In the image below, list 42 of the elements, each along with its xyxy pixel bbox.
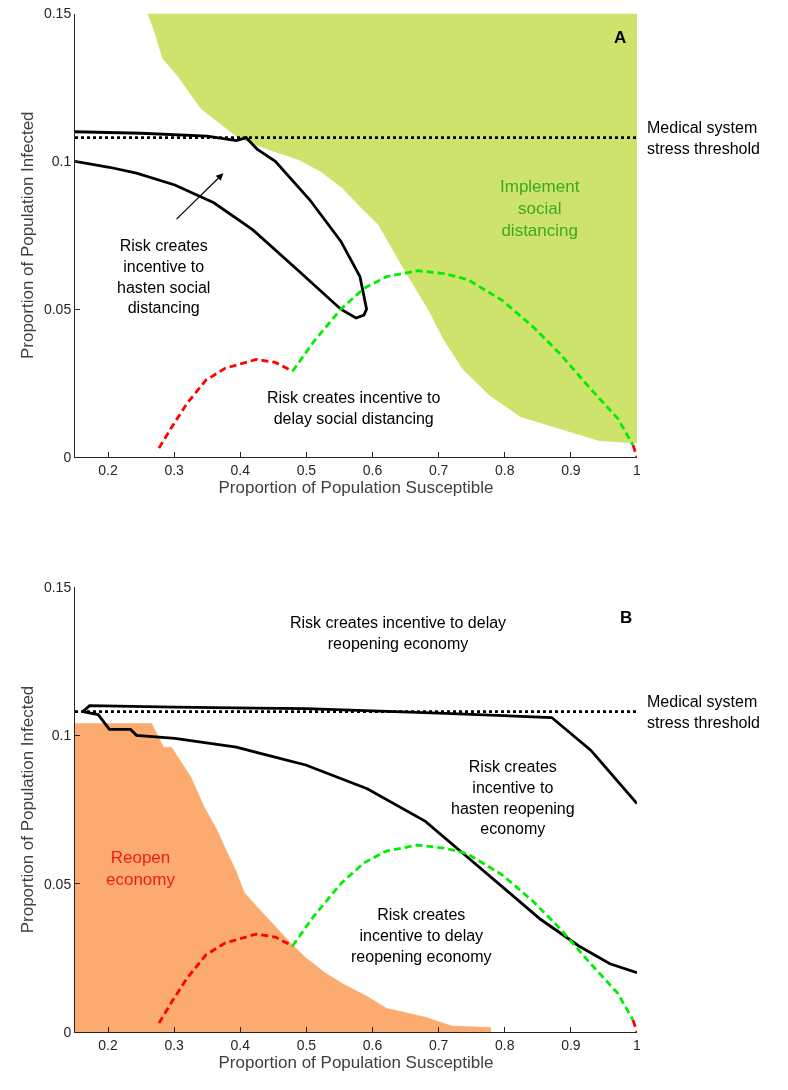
y-axis-title: Proportion of Population Infected [17, 111, 37, 360]
line-series [291, 843, 635, 1022]
annotation: B [620, 608, 633, 627]
y-tick-label: 0.15 [43, 578, 72, 595]
annotation: Risk creates incentive to hasten reopening economy [451, 758, 575, 838]
y-tick-label: 0.05 [43, 875, 72, 892]
x-tick-label: 0.4 [230, 461, 251, 478]
x-tick-label: 0.8 [495, 1036, 515, 1053]
y-tick-label: 0 [63, 448, 72, 465]
x-tick-label: 1 [633, 461, 642, 478]
x-tick-label: 0.3 [164, 461, 185, 478]
annotation: Risk creates incentive to delay reopening economy [351, 906, 492, 965]
y-tick-label: 0.1 [51, 727, 72, 744]
annotation: Risk creates incentive to delay reopening economy [290, 614, 507, 652]
x-tick-label: 0.2 [98, 461, 118, 478]
x-tick-label: 0.9 [561, 1036, 581, 1053]
ref-line-label: Medical system stress threshold [647, 119, 760, 157]
y-axis-title: Proportion of Population Infected [17, 685, 37, 934]
y-tick-label: 0.15 [43, 5, 72, 22]
x-tick-label: 0.6 [362, 461, 383, 478]
x-axis-title: Proportion of Population Susceptible [218, 1053, 494, 1073]
annotation: Reopen economy [106, 848, 176, 890]
x-tick-label: 0.3 [164, 1036, 185, 1053]
x-tick-label: 0.9 [561, 461, 581, 478]
x-tick-label: 0.5 [296, 1036, 317, 1053]
x-tick-label: 0.6 [362, 1036, 383, 1053]
x-tick-label: 0.8 [495, 461, 515, 478]
annotation: Implement social distancing [500, 177, 580, 241]
x-tick-label: 1 [633, 1036, 642, 1053]
x-tick-label: 0.5 [296, 461, 317, 478]
y-tick-label: 0.05 [43, 301, 72, 318]
x-tick-label: 0.4 [230, 1036, 251, 1053]
x-tick-label: 0.7 [428, 461, 449, 478]
y-tick-label: 0.1 [51, 153, 72, 170]
x-tick-label: 0.2 [98, 1036, 118, 1053]
y-tick-label: 0 [63, 1023, 72, 1040]
annotation: A [614, 28, 627, 47]
ref-line-label: Medical system stress threshold [647, 693, 760, 731]
x-axis-title: Proportion of Population Susceptible [218, 478, 494, 498]
annotation: Risk creates incentive to hasten social distancing [117, 237, 211, 317]
annotation: Risk creates incentive to delay social distancing [267, 389, 441, 427]
x-tick-label: 0.7 [428, 1036, 449, 1053]
